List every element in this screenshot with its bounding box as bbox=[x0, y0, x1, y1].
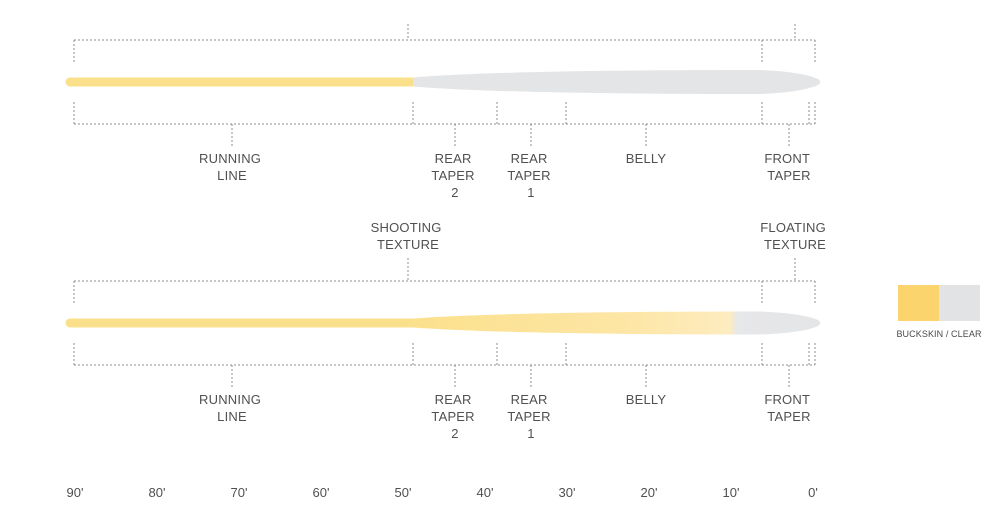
length-scale: 90' 80' 70' 60' 50' 40' 30' 20' 10' 0' bbox=[67, 485, 818, 500]
scale-tick: 40' bbox=[477, 485, 494, 500]
bottom-label-front-taper: FRONT TAPER bbox=[764, 392, 813, 424]
scale-tick: 20' bbox=[641, 485, 658, 500]
scale-tick: 60' bbox=[313, 485, 330, 500]
clear-swatch bbox=[939, 285, 980, 321]
scale-tick: 30' bbox=[559, 485, 576, 500]
top-label-rear-taper-1: REAR TAPER 1 bbox=[507, 151, 554, 200]
top-label-rear-taper-2: REAR TAPER 2 bbox=[431, 151, 478, 200]
bottom-label-running-line: RUNNING LINE bbox=[199, 392, 265, 424]
bottom-line-body bbox=[65, 311, 821, 335]
legend-label: BUCKSKIN / CLEAR bbox=[896, 329, 982, 339]
top-upper-bracket bbox=[73, 24, 816, 62]
top-fly-line bbox=[65, 70, 821, 94]
bottom-diagram: RUNNING LINE REAR TAPER 2 REAR TAPER 1 B… bbox=[65, 258, 821, 441]
bottom-lower-bracket bbox=[73, 343, 816, 388]
scale-tick: 10' bbox=[723, 485, 740, 500]
top-running-line-segment bbox=[65, 77, 413, 87]
buckskin-swatch bbox=[898, 285, 939, 321]
scale-tick: 80' bbox=[149, 485, 166, 500]
bottom-upper-bracket bbox=[73, 258, 816, 304]
scale-tick: 70' bbox=[231, 485, 248, 500]
bottom-label-rear-taper-1: REAR TAPER 1 bbox=[507, 392, 554, 441]
bottom-fly-line bbox=[65, 311, 821, 335]
top-lower-bracket bbox=[73, 102, 816, 147]
top-diagram: RUNNING LINE REAR TAPER 2 REAR TAPER 1 B… bbox=[65, 24, 821, 200]
bottom-label-belly: BELLY bbox=[626, 392, 667, 407]
bottom-label-rear-taper-2: REAR TAPER 2 bbox=[431, 392, 478, 441]
scale-tick: 0' bbox=[808, 485, 818, 500]
top-label-running-line: RUNNING LINE bbox=[199, 151, 265, 183]
scale-tick: 50' bbox=[395, 485, 412, 500]
shooting-texture-label: SHOOTING TEXTURE bbox=[371, 220, 446, 252]
color-legend: BUCKSKIN / CLEAR bbox=[896, 285, 981, 339]
top-head-segment bbox=[413, 70, 821, 94]
top-label-belly: BELLY bbox=[626, 151, 667, 166]
floating-texture-label: FLOATING TEXTURE bbox=[760, 220, 829, 252]
scale-tick: 90' bbox=[67, 485, 84, 500]
top-label-front-taper: FRONT TAPER bbox=[764, 151, 813, 183]
